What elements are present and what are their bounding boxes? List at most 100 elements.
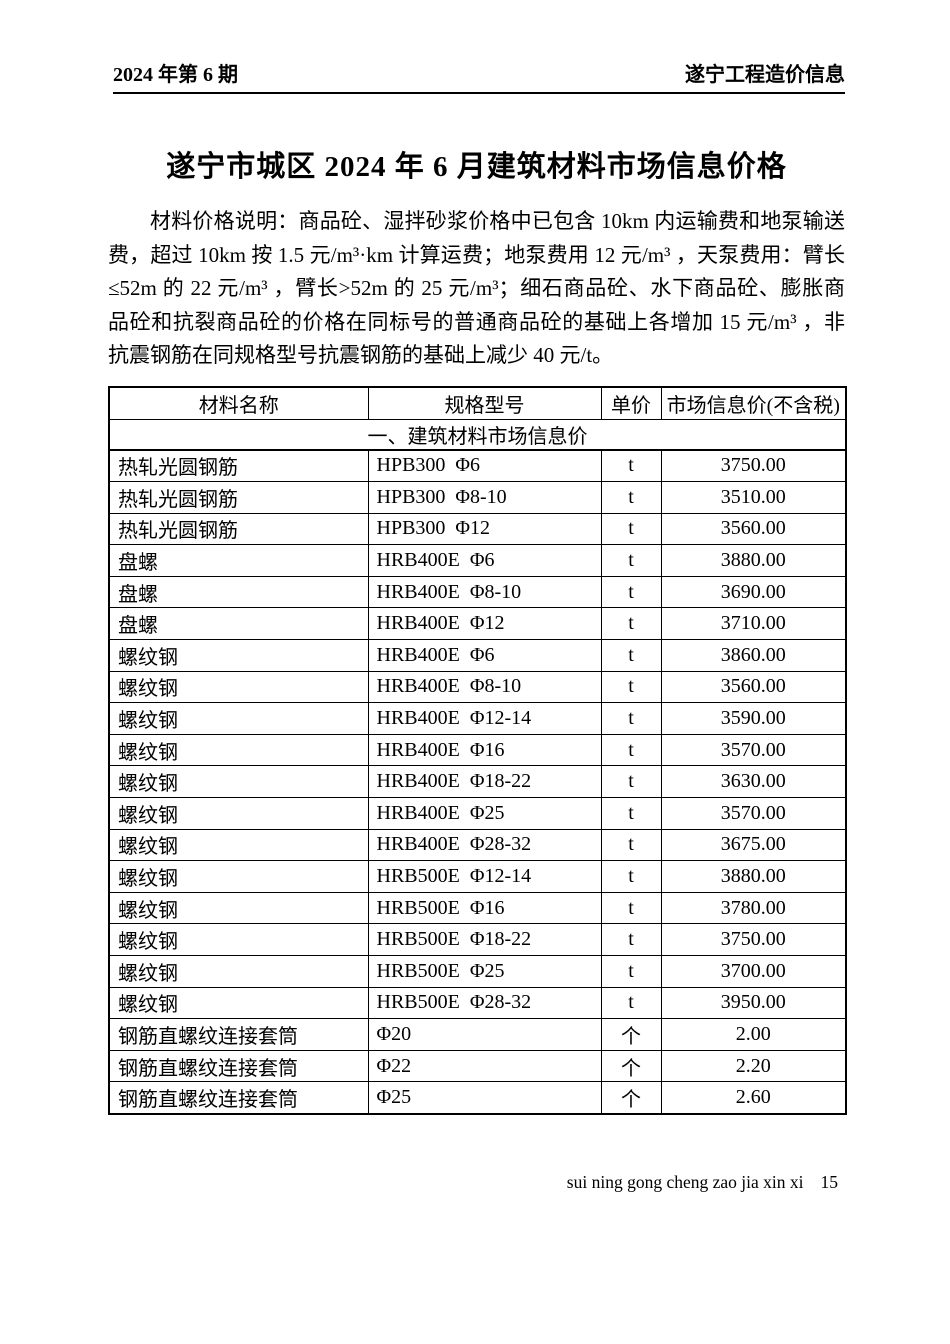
header-rule [113,92,845,94]
material-name-cell: 盘螺 [108,607,369,641]
price-cell: 3700.00 [660,955,847,988]
price-cell: 3710.00 [660,607,847,641]
material-name-cell: 钢筋直螺纹连接套筒 [108,1081,369,1115]
material-name-cell: 螺纹钢 [108,955,369,988]
unit-cell: t [600,797,662,830]
unit-cell: t [600,575,662,609]
unit-cell: t [600,765,662,799]
material-name-cell: 螺纹钢 [108,828,369,862]
material-name-cell: 热轧光圆钢筋 [108,512,369,546]
material-name-cell: 钢筋直螺纹连接套筒 [108,1018,369,1051]
unit-cell: t [600,481,662,514]
material-name-cell: 螺纹钢 [108,670,369,704]
table-row: 螺纹钢 HRB400E Φ18-22 t 3630.00 [108,765,847,799]
column-header-spec: 规格型号 [367,386,602,420]
price-cell: 3570.00 [660,797,847,830]
price-cell: 3880.00 [660,544,847,577]
unit-cell: t [600,544,662,577]
unit-cell: t [600,607,662,641]
unit-cell: t [600,670,662,704]
spec-cell: HRB400E Φ8-10 [367,670,602,704]
column-header-material: 材料名称 [108,386,369,420]
table-row: 钢筋直螺纹连接套筒 Φ20 个 2.00 [108,1018,847,1051]
unit-cell: t [600,955,662,988]
issue-label: 2024 年第 6 期 [113,64,238,86]
spec-cell: HRB400E Φ25 [367,797,602,830]
page-number: 15 [820,1171,839,1192]
material-name-cell: 螺纹钢 [108,797,369,830]
material-name-cell: 螺纹钢 [108,702,369,735]
material-name-cell: 盘螺 [108,575,369,609]
price-cell: 3675.00 [660,828,847,862]
table-row: 螺纹钢 HRB400E Φ16 t 3570.00 [108,733,847,767]
unit-cell: t [600,986,662,1020]
unit-cell: t [600,828,662,862]
price-cell: 2.60 [660,1081,847,1115]
table-header: 材料名称 规格型号 单价 市场信息价(不含税) [108,386,847,420]
section-row: 一、建筑材料市场信息价 [108,418,847,451]
price-cell: 3590.00 [660,702,847,735]
table-row: 热轧光圆钢筋 HPB300 Φ8-10 t 3510.00 [108,481,847,514]
material-name-cell: 螺纹钢 [108,891,369,925]
price-cell: 3690.00 [660,575,847,609]
table-row: 螺纹钢 HRB500E Φ18-22 t 3750.00 [108,923,847,956]
table-row: 螺纹钢 HRB400E Φ12-14 t 3590.00 [108,702,847,735]
price-cell: 3560.00 [660,512,847,546]
price-cell: 3630.00 [660,765,847,799]
page-title: 遂宁市城区 2024 年 6 月建筑材料市场信息价格 [166,151,787,183]
unit-cell: t [600,923,662,956]
publication-label: 遂宁工程造价信息 [685,64,845,86]
material-name-cell: 螺纹钢 [108,860,369,893]
page-footer: sui ning gong cheng zao jia xin xi 15 [108,1172,845,1193]
price-cell: 3750.00 [660,923,847,956]
spec-cell: HRB400E Φ6 [367,544,602,577]
spec-cell: HRB400E Φ28-32 [367,828,602,862]
unit-cell: 个 [600,1081,662,1115]
spec-cell: HPB300 Φ6 [367,448,602,483]
unit-cell: 个 [600,1018,662,1051]
section-title: 一、建筑材料市场信息价 [108,418,847,451]
table-row: 盘螺 HRB400E Φ12 t 3710.00 [108,607,847,641]
price-cell: 2.20 [660,1049,847,1083]
unit-cell: t [600,860,662,893]
material-name-cell: 螺纹钢 [108,639,369,672]
table-row: 热轧光圆钢筋 HPB300 Φ12 t 3560.00 [108,512,847,546]
spec-cell: HRB500E Φ28-32 [367,986,602,1020]
spec-cell: HRB400E Φ6 [367,639,602,672]
material-price-table: 材料名称 规格型号 单价 市场信息价(不含税) 一、建筑材料市场信息价 热轧光圆… [108,385,847,1115]
material-name-cell: 螺纹钢 [108,765,369,799]
table-row: 钢筋直螺纹连接套筒 Φ22 个 2.20 [108,1049,847,1083]
price-cell: 3880.00 [660,860,847,893]
unit-cell: t [600,512,662,546]
spec-cell: Φ20 [367,1018,602,1051]
column-header-price: 市场信息价(不含税) [660,386,847,420]
material-name-cell: 螺纹钢 [108,733,369,767]
spec-cell: Φ22 [367,1049,602,1083]
spec-cell: HRB400E Φ12-14 [367,702,602,735]
unit-cell: t [600,639,662,672]
price-cell: 3560.00 [660,670,847,704]
price-table-body: 一、建筑材料市场信息价 热轧光圆钢筋 HPB300 Φ6 t 3750.00 热… [108,418,847,1115]
price-cell: 3950.00 [660,986,847,1020]
spec-cell: HPB300 Φ12 [367,512,602,546]
table-header-row: 材料名称 规格型号 单价 市场信息价(不含税) [108,386,847,420]
table-row: 盘螺 HRB400E Φ8-10 t 3690.00 [108,575,847,609]
footer-pinyin: sui ning gong cheng zao jia xin xi [566,1171,804,1192]
running-head: 2024 年第 6 期 遂宁工程造价信息 [113,0,845,87]
spec-cell: HRB400E Φ8-10 [367,575,602,609]
column-header-unit: 单价 [600,386,662,420]
spec-cell: HRB500E Φ18-22 [367,923,602,956]
spec-cell: HRB500E Φ25 [367,955,602,988]
table-row: 螺纹钢 HRB500E Φ25 t 3700.00 [108,955,847,988]
table-row: 螺纹钢 HRB400E Φ8-10 t 3560.00 [108,670,847,704]
table-row: 盘螺 HRB400E Φ6 t 3880.00 [108,544,847,577]
price-cell: 3570.00 [660,733,847,767]
unit-cell: t [600,891,662,925]
table-row: 螺纹钢 HRB400E Φ25 t 3570.00 [108,797,847,830]
table-row: 螺纹钢 HRB500E Φ16 t 3780.00 [108,891,847,925]
price-cell: 3860.00 [660,639,847,672]
price-cell: 3750.00 [660,448,847,483]
table-row: 钢筋直螺纹连接套筒 Φ25 个 2.60 [108,1081,847,1115]
table-row: 热轧光圆钢筋 HPB300 Φ6 t 3750.00 [108,448,847,483]
material-name-cell: 热轧光圆钢筋 [108,448,369,483]
